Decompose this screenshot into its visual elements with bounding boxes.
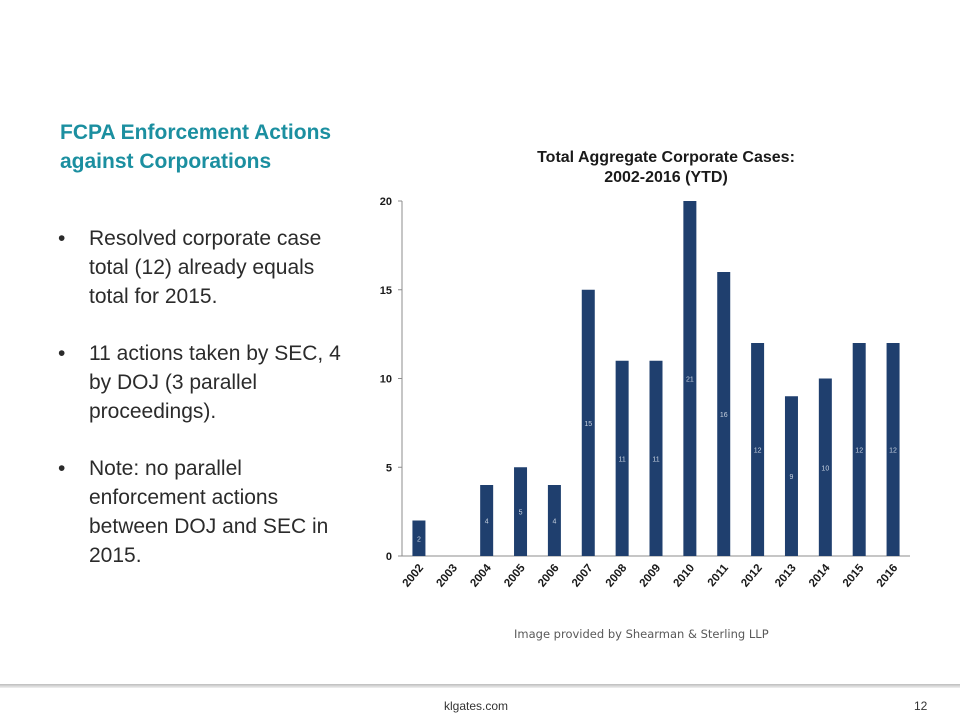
bullet-text: Note: no parallel enforcement actions be… xyxy=(89,457,329,567)
bar-data-label: 21 xyxy=(686,377,694,384)
y-tick-label: 0 xyxy=(386,551,392,563)
bar xyxy=(751,343,765,556)
bullet-item: • 11 actions taken by SEC, 4 by DOJ (3 p… xyxy=(58,339,358,426)
bar-data-label: 12 xyxy=(855,448,863,455)
bar xyxy=(717,272,731,556)
bar xyxy=(514,467,528,556)
image-credit: Image provided by Shearman & Sterling LL… xyxy=(514,627,769,641)
y-tick-label: 20 xyxy=(380,196,392,208)
x-tick-label: 2013 xyxy=(773,562,799,589)
y-tick-label: 15 xyxy=(380,285,392,297)
x-tick-label: 2014 xyxy=(807,562,833,590)
x-tick-label: 2016 xyxy=(875,562,901,589)
bar-data-label: 4 xyxy=(552,519,556,526)
bar-data-label: 16 xyxy=(720,412,728,419)
bar xyxy=(852,343,866,556)
x-tick-label: 2010 xyxy=(672,562,698,589)
bar-data-label: 12 xyxy=(754,448,762,455)
chart-title-line: 2002-2016 (YTD) xyxy=(604,169,728,186)
x-tick-label: 2015 xyxy=(841,562,867,590)
x-tick-label: 2007 xyxy=(570,562,596,589)
y-tick-label: 10 xyxy=(380,374,392,386)
bar xyxy=(615,360,629,556)
bullet-dot: • xyxy=(58,227,66,250)
bar xyxy=(412,520,426,556)
bar xyxy=(581,289,595,556)
bar-data-label: 9 xyxy=(790,474,794,481)
bar xyxy=(886,343,900,556)
bar-data-label: 11 xyxy=(652,456,659,463)
bar xyxy=(649,360,663,556)
x-tick-label: 2004 xyxy=(468,562,494,590)
y-tick-label: 5 xyxy=(386,462,392,474)
bar xyxy=(683,201,697,556)
footer-divider xyxy=(0,684,960,688)
x-tick-label: 2008 xyxy=(604,562,630,590)
bar-data-label: 2 xyxy=(417,536,421,543)
bullet-dot: • xyxy=(58,342,66,365)
x-tick-label: 2006 xyxy=(536,562,562,589)
bar-data-label: 4 xyxy=(485,519,489,526)
bar-data-label: 12 xyxy=(889,448,897,455)
x-tick-label: 2009 xyxy=(638,562,664,589)
chart-title-line: Total Aggregate Corporate Cases: xyxy=(537,149,795,166)
bar xyxy=(547,485,561,556)
bullet-item: • Resolved corporate case total (12) alr… xyxy=(58,224,358,311)
bar xyxy=(818,378,832,556)
bullet-text: Resolved corporate case total (12) alrea… xyxy=(89,227,322,308)
bar-data-label: 15 xyxy=(584,421,592,428)
bar-data-label: 10 xyxy=(821,465,829,472)
bullet-item: • Note: no parallel enforcement actions … xyxy=(58,454,358,570)
bar-chart: Total Aggregate Corporate Cases: 2002-201… xyxy=(360,138,920,618)
x-tick-label: 2002 xyxy=(401,562,427,589)
x-tick-label: 2012 xyxy=(739,562,765,589)
footer-website: klgates.com xyxy=(444,699,509,713)
bar-data-label: 5 xyxy=(519,510,523,517)
bar-chart-svg: Total Aggregate Corporate Cases: 2002-201… xyxy=(380,149,910,590)
x-tick-label: 2003 xyxy=(434,562,460,589)
bullet-text: 11 actions taken by SEC, 4 by DOJ (3 par… xyxy=(89,342,341,423)
page-number: 12 xyxy=(914,699,928,713)
slide-title: FCPA Enforcement Actions against Corpora… xyxy=(60,121,332,173)
x-tick-label: 2005 xyxy=(502,562,528,590)
bullet-list: • Resolved corporate case total (12) alr… xyxy=(58,224,358,598)
bar xyxy=(784,396,798,556)
bullet-dot: • xyxy=(58,457,66,480)
x-tick-label: 2011 xyxy=(706,562,732,589)
bar xyxy=(480,485,494,556)
bar-data-label: 11 xyxy=(618,456,625,463)
